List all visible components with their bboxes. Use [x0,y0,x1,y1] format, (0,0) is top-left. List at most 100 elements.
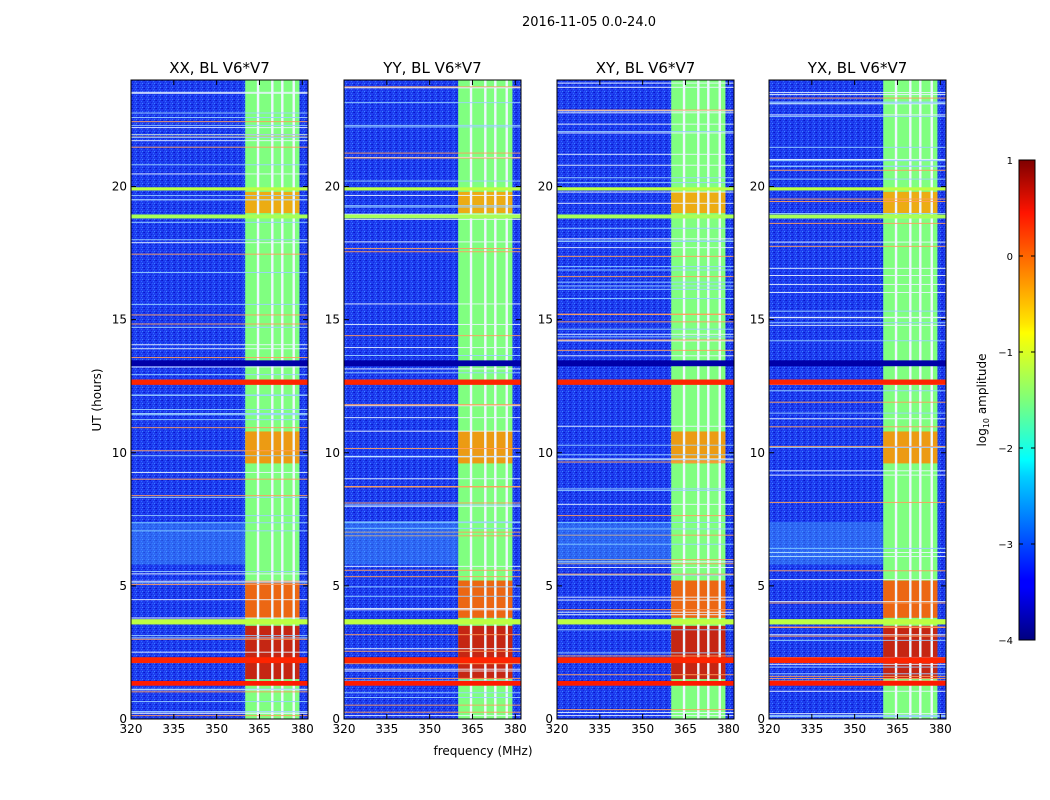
rfi-line [344,102,521,104]
rfi-line [344,478,521,480]
rfi-line [131,314,308,316]
rfi-line [131,515,308,517]
rfi-line [769,663,946,665]
y-tick-label: 20 [750,180,765,194]
rfi-line [769,165,946,167]
saturated-row [344,680,521,686]
saturated-row [131,214,308,219]
rfi-line [769,103,946,105]
rfi-line [769,547,946,549]
colorbar-label-rest: amplitude [975,354,989,418]
x-tick-label: 335 [375,722,398,736]
rfi-line [344,535,521,537]
rfi-line [131,366,308,368]
saturated-row [131,619,308,625]
rfi-line [344,248,521,250]
rfi-line [769,340,946,342]
rfi-line [557,629,734,631]
rfi-line [769,283,946,285]
rfi-line [769,675,946,677]
rfi-line [344,527,521,529]
panel-3: XY, BL V6*V7 320 335 350 365 380 0 5 10 15 20 [538,59,740,736]
rfi-line [131,91,308,93]
rfi-line [769,267,946,269]
rfi-line [131,124,308,126]
rfi-line [131,253,308,255]
rfi-line [557,458,734,460]
rfi-line [131,134,308,136]
rfi-column [256,80,260,719]
rfi-line [769,322,946,324]
rfi-line [131,323,308,325]
rfi-line [344,157,521,159]
y-axis-label: UT (hours) [90,368,104,431]
colorbar: 10−1−2−3−4 log10 amplitude [975,156,1036,647]
rfi-line [769,401,946,403]
panel-frame [343,79,522,720]
rfi-line [131,173,308,175]
rfi-line [344,213,521,215]
rfi-line [131,242,308,244]
rfi-line [131,136,308,138]
rfi-line [131,583,308,585]
x-tick-label: 350 [205,722,228,736]
x-tick-label: 350 [418,722,441,736]
rfi-line [557,489,734,491]
rfi-column [909,80,912,719]
x-tick-label: 365 [674,722,697,736]
rfi-line [557,709,734,711]
rfi-line [769,169,946,171]
colorbar-label-sub: 10 [982,418,991,428]
rfi-line [131,326,308,328]
y-tick-label: 0 [332,712,340,726]
x-tick-label: 335 [800,722,823,736]
rfi-line [344,565,521,567]
rfi-line [344,372,521,374]
saturated-row [557,379,734,385]
rfi-line [131,496,308,498]
rfi-line [769,146,946,148]
saturated-row [557,360,734,367]
rfi-line [769,102,946,104]
x-tick-label: 320 [120,722,143,736]
x-tick-label: 380 [504,722,527,736]
rfi-line [769,680,946,682]
rfi-line [769,551,946,553]
rfi-line [769,201,946,203]
rfi-line [769,673,946,675]
rfi-line [557,596,734,598]
rfi-line [557,132,734,134]
rfi-line [769,474,946,476]
rfi-column [494,80,497,719]
rfi-line [344,576,521,578]
rfi-line [557,255,734,257]
rfi-line [344,206,521,208]
y-tick-label: 0 [119,712,127,726]
y-tick-label: 10 [112,446,127,460]
rfi-line [344,347,521,349]
rfi-line [131,239,308,241]
rfi-line [131,427,308,429]
rfi-line [769,222,946,224]
colorbar-tick-label: 0 [1007,252,1013,263]
rfi-line [131,164,308,166]
rfi-line [769,716,946,718]
rfi-line [557,515,734,517]
rfi-line [344,595,521,597]
rfi-line [344,696,521,698]
rfi-line [557,112,734,114]
rfi-line [131,344,308,346]
rfi-line [769,324,946,326]
x-tick-label: 335 [588,722,611,736]
rfi-line [557,563,734,565]
rfi-line [557,425,734,427]
colorbar-tick-label: −1 [998,348,1013,359]
rfi-line [344,86,521,88]
rfi-line [557,521,734,523]
x-tick-label: 350 [843,722,866,736]
rfi-line [344,354,521,356]
rfi-line [344,447,521,449]
saturated-row [131,360,308,367]
rfi-line [131,478,308,480]
rfi-line [344,405,521,407]
